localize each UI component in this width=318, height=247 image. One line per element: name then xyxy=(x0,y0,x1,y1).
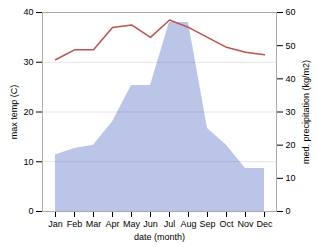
svg-text:Dec: Dec xyxy=(256,219,273,229)
svg-text:20: 20 xyxy=(286,140,296,150)
svg-text:40: 40 xyxy=(23,7,33,17)
svg-text:40: 40 xyxy=(286,74,296,84)
svg-text:date (month): date (month) xyxy=(134,232,185,242)
svg-text:50: 50 xyxy=(286,41,296,51)
svg-text:Feb: Feb xyxy=(67,219,83,229)
svg-text:Sep: Sep xyxy=(199,219,215,229)
svg-text:10: 10 xyxy=(286,173,296,183)
svg-text:Mar: Mar xyxy=(86,219,102,229)
svg-text:30: 30 xyxy=(286,107,296,117)
svg-text:Jul: Jul xyxy=(164,219,176,229)
svg-text:May: May xyxy=(123,219,141,229)
svg-text:30: 30 xyxy=(23,57,33,67)
svg-text:Oct: Oct xyxy=(219,219,234,229)
svg-text:Aug: Aug xyxy=(180,219,196,229)
svg-text:Apr: Apr xyxy=(105,219,119,229)
svg-text:60: 60 xyxy=(286,7,296,17)
svg-text:20: 20 xyxy=(23,107,33,117)
svg-text:Nov: Nov xyxy=(237,219,254,229)
svg-text:max temp (C): max temp (C) xyxy=(9,85,19,140)
svg-text:Jun: Jun xyxy=(143,219,158,229)
svg-text:10: 10 xyxy=(23,157,33,167)
svg-text:Jan: Jan xyxy=(48,219,63,229)
svg-text:0: 0 xyxy=(28,206,33,216)
svg-text:med. precipitation (kg/m2): med. precipitation (kg/m2) xyxy=(301,60,311,164)
svg-text:0: 0 xyxy=(286,206,291,216)
